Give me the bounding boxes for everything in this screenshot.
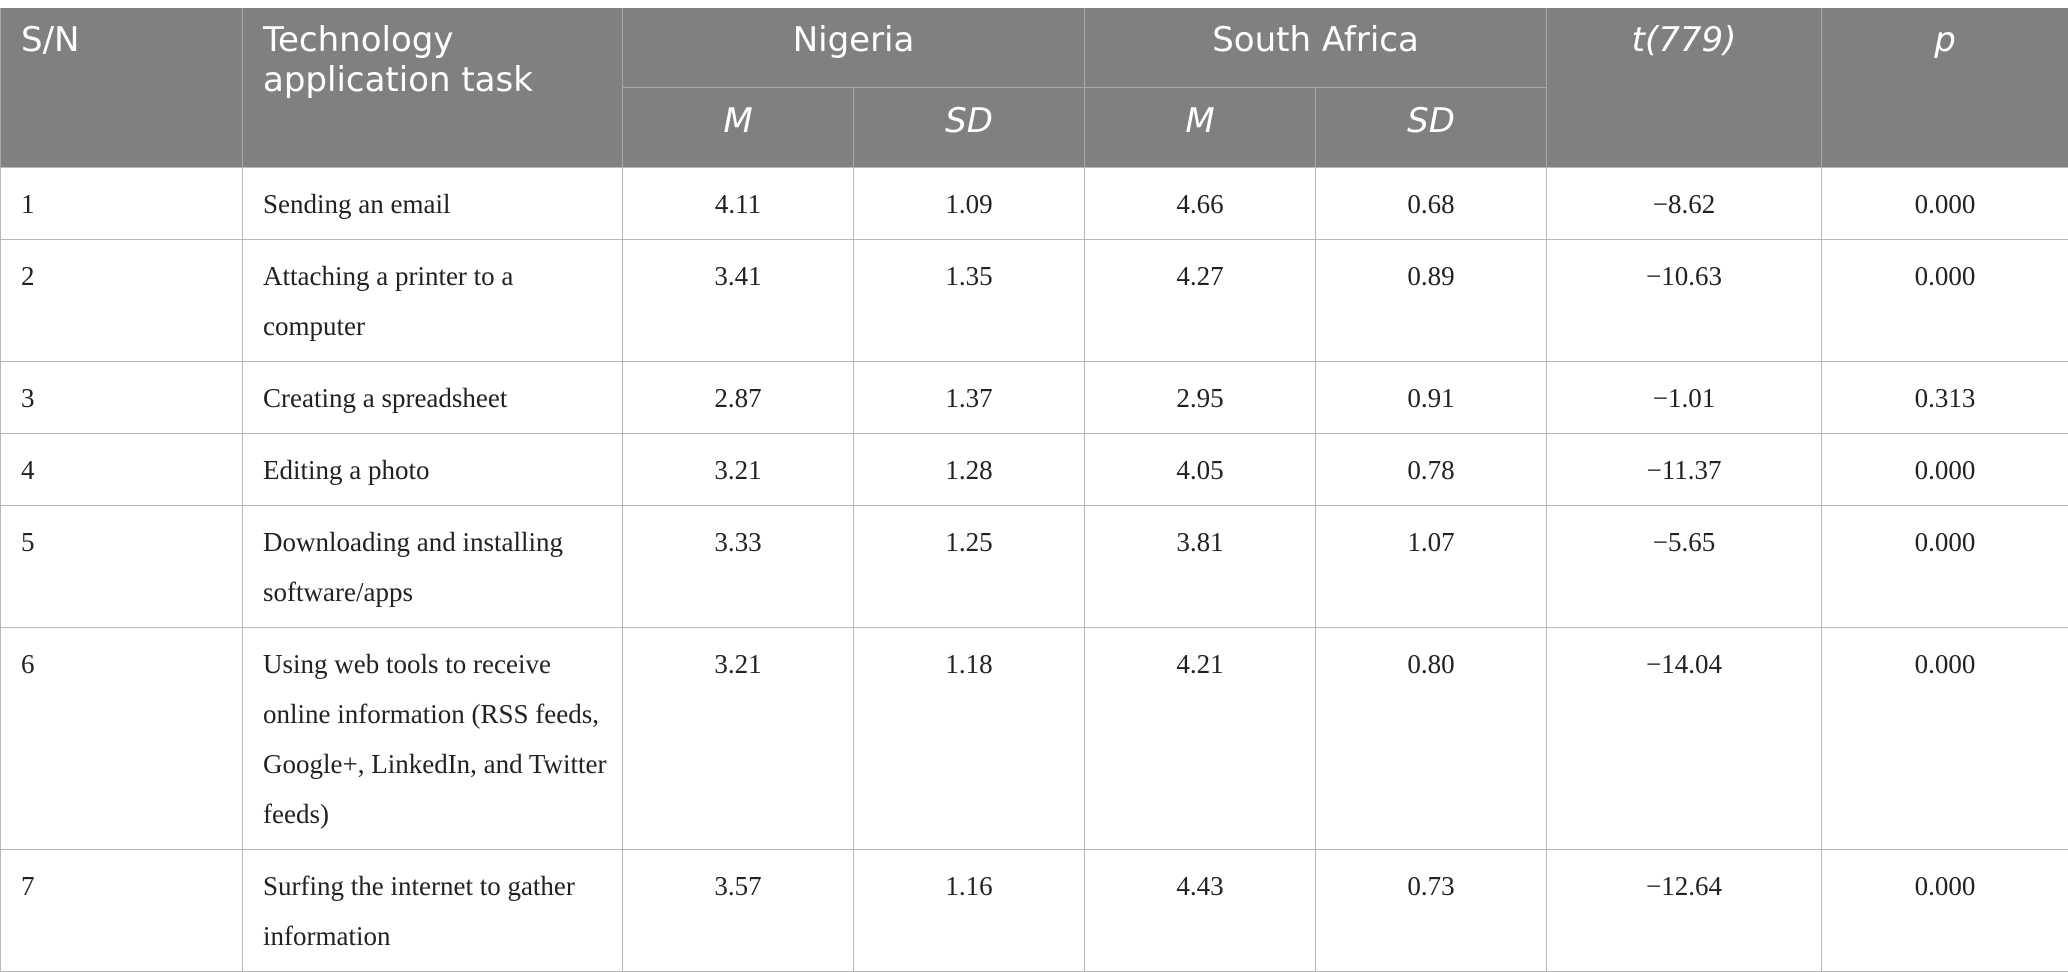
cell-task: Attaching a printer to a computer — [243, 240, 623, 362]
cell-south-africa-sd: 1.07 — [1316, 506, 1547, 628]
table-row: 4 Editing a photo 3.21 1.28 4.05 0.78 −1… — [1, 434, 2068, 506]
header-task: Technology application task — [243, 8, 623, 168]
cell-south-africa-mean: 4.43 — [1085, 850, 1316, 972]
header-p-value: p — [1822, 8, 2068, 168]
cell-task: Using web tools to receive online inform… — [243, 628, 623, 850]
header-nigeria: Nigeria — [623, 8, 1085, 88]
cell-t-statistic: −12.64 — [1547, 850, 1822, 972]
cell-nigeria-mean: 3.57 — [623, 850, 854, 972]
cell-sn: 2 — [1, 240, 243, 362]
table-row: 2 Attaching a printer to a computer 3.41… — [1, 240, 2068, 362]
cell-p-value: 0.000 — [1822, 850, 2068, 972]
table-row: 3 Creating a spreadsheet 2.87 1.37 2.95 … — [1, 362, 2068, 434]
cell-p-value: 0.000 — [1822, 240, 2068, 362]
results-table: S/N Technology application task Nigeria … — [0, 8, 2068, 972]
cell-sn: 4 — [1, 434, 243, 506]
cell-t-statistic: −10.63 — [1547, 240, 1822, 362]
cell-nigeria-sd: 1.35 — [854, 240, 1085, 362]
cell-nigeria-mean: 3.33 — [623, 506, 854, 628]
cell-south-africa-mean: 2.95 — [1085, 362, 1316, 434]
cell-nigeria-mean: 2.87 — [623, 362, 854, 434]
cell-sn: 3 — [1, 362, 243, 434]
cell-nigeria-sd: 1.37 — [854, 362, 1085, 434]
cell-t-statistic: −5.65 — [1547, 506, 1822, 628]
cell-south-africa-mean: 4.05 — [1085, 434, 1316, 506]
cell-south-africa-mean: 4.27 — [1085, 240, 1316, 362]
cell-sn: 1 — [1, 168, 243, 240]
cell-south-africa-sd: 0.89 — [1316, 240, 1547, 362]
cell-nigeria-mean: 4.11 — [623, 168, 854, 240]
cell-p-value: 0.000 — [1822, 168, 2068, 240]
table-row: 6 Using web tools to receive online info… — [1, 628, 2068, 850]
header-south-africa-mean: M — [1085, 88, 1316, 168]
table-row: 5 Downloading and installing software/ap… — [1, 506, 2068, 628]
cell-task: Creating a spreadsheet — [243, 362, 623, 434]
cell-nigeria-sd: 1.18 — [854, 628, 1085, 850]
cell-task: Sending an email — [243, 168, 623, 240]
header-south-africa: South Africa — [1085, 8, 1547, 88]
header-nigeria-mean: M — [623, 88, 854, 168]
cell-task: Editing a photo — [243, 434, 623, 506]
cell-south-africa-sd: 0.80 — [1316, 628, 1547, 850]
cell-t-statistic: −11.37 — [1547, 434, 1822, 506]
cell-sn: 6 — [1, 628, 243, 850]
table-row: 7 Surfing the internet to gather informa… — [1, 850, 2068, 972]
cell-nigeria-sd: 1.25 — [854, 506, 1085, 628]
cell-south-africa-mean: 3.81 — [1085, 506, 1316, 628]
cell-south-africa-mean: 4.21 — [1085, 628, 1316, 850]
cell-sn: 5 — [1, 506, 243, 628]
cell-nigeria-mean: 3.41 — [623, 240, 854, 362]
cell-t-statistic: −1.01 — [1547, 362, 1822, 434]
cell-task: Downloading and installing software/apps — [243, 506, 623, 628]
cell-nigeria-mean: 3.21 — [623, 628, 854, 850]
cell-nigeria-sd: 1.09 — [854, 168, 1085, 240]
cell-p-value: 0.000 — [1822, 628, 2068, 850]
cell-p-value: 0.313 — [1822, 362, 2068, 434]
cell-nigeria-mean: 3.21 — [623, 434, 854, 506]
cell-south-africa-sd: 0.91 — [1316, 362, 1547, 434]
cell-t-statistic: −8.62 — [1547, 168, 1822, 240]
header-nigeria-sd: SD — [854, 88, 1085, 168]
header-t-statistic: t(779) — [1547, 8, 1822, 168]
header-sn: S/N — [1, 8, 243, 168]
cell-sn: 7 — [1, 850, 243, 972]
cell-nigeria-sd: 1.16 — [854, 850, 1085, 972]
cell-nigeria-sd: 1.28 — [854, 434, 1085, 506]
cell-south-africa-sd: 0.73 — [1316, 850, 1547, 972]
cell-t-statistic: −14.04 — [1547, 628, 1822, 850]
table-row: 1 Sending an email 4.11 1.09 4.66 0.68 −… — [1, 168, 2068, 240]
table-header: S/N Technology application task Nigeria … — [1, 8, 2068, 168]
cell-p-value: 0.000 — [1822, 506, 2068, 628]
cell-south-africa-sd: 0.78 — [1316, 434, 1547, 506]
cell-p-value: 0.000 — [1822, 434, 2068, 506]
cell-south-africa-mean: 4.66 — [1085, 168, 1316, 240]
header-south-africa-sd: SD — [1316, 88, 1547, 168]
cell-task: Surfing the internet to gather informati… — [243, 850, 623, 972]
cell-south-africa-sd: 0.68 — [1316, 168, 1547, 240]
table-body: 1 Sending an email 4.11 1.09 4.66 0.68 −… — [1, 168, 2068, 972]
